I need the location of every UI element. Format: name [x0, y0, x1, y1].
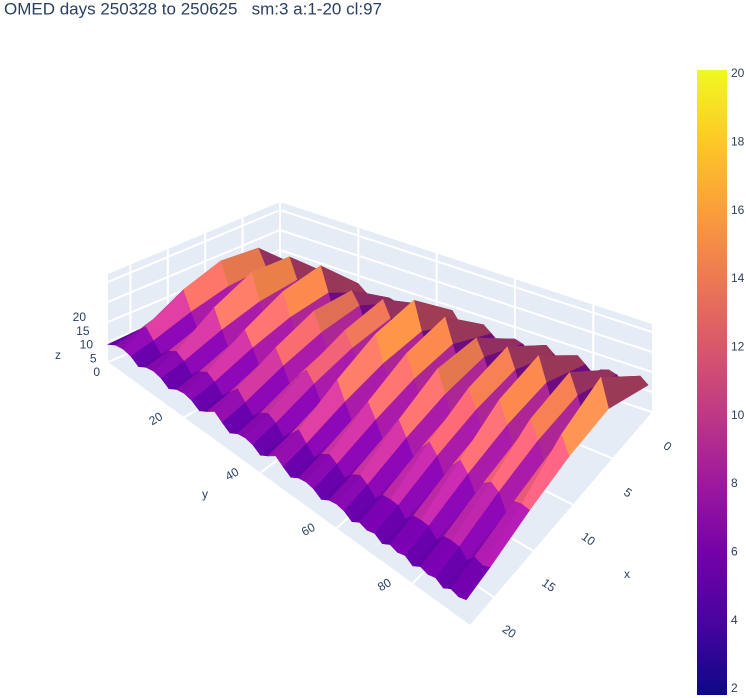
x-tick-label: 0	[661, 439, 675, 454]
y-tick-label: 60	[299, 520, 318, 539]
y-tick-label: 20	[147, 409, 166, 428]
z-axis-title: z	[55, 348, 61, 362]
colorbar-tick-label: 8	[731, 476, 738, 490]
colorbar-tick-label: 20	[731, 66, 745, 80]
z-tick-label: 5	[90, 351, 97, 365]
x-tick-label: 15	[539, 576, 558, 595]
colorbar-tick-label: 16	[731, 203, 745, 217]
y-tick-label: 40	[223, 464, 242, 483]
colorbar-tick-label: 2	[731, 681, 738, 695]
x-axis-title: x	[624, 567, 630, 581]
z-tick-label: 10	[80, 338, 94, 352]
chart-title: OMED days 250328 to 250625 sm:3 a:1-20 c…	[4, 0, 382, 18]
surface-cell	[458, 565, 491, 601]
grid-line	[107, 209, 281, 283]
colorbar-tick-label: 6	[731, 545, 738, 559]
colorbar-tick-label: 14	[731, 271, 745, 285]
z-tick-label: 20	[73, 310, 87, 324]
grid-line	[279, 209, 653, 333]
z-tick-label: 0	[93, 365, 100, 379]
x-tick-label: 20	[500, 622, 519, 641]
grid-line	[279, 249, 653, 373]
grid-line	[107, 229, 281, 303]
colorbar-tick-label: 18	[731, 135, 745, 149]
colorbar-tick-label: 4	[731, 613, 738, 627]
x-tick-label: 10	[579, 529, 598, 548]
colorbar	[697, 70, 727, 695]
y-tick-label: 80	[375, 575, 394, 594]
colorbar-tick-label: 12	[731, 340, 745, 354]
colorbar-tick-label: 10	[731, 408, 745, 422]
grid-line	[279, 229, 653, 353]
y-axis-title: y	[202, 487, 208, 501]
surface	[106, 247, 649, 601]
z-tick-label: 15	[76, 324, 90, 338]
x-tick-label: 5	[621, 485, 635, 500]
